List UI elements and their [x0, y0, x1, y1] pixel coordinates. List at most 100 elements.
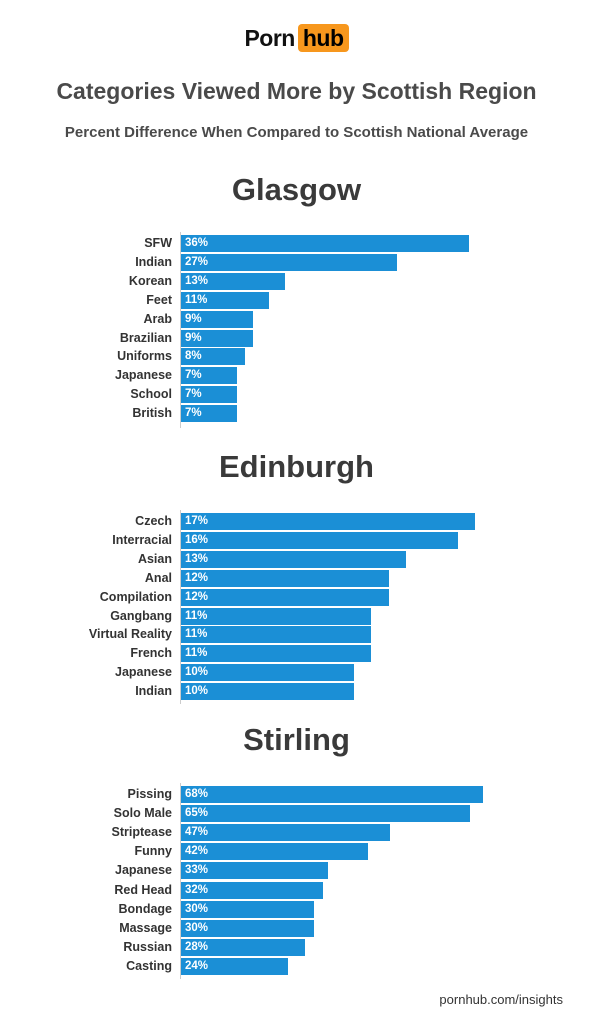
bar-row: French 11%: [0, 645, 593, 663]
bar: [181, 938, 306, 956]
category-label: Gangbang: [110, 608, 172, 623]
bar: [181, 386, 237, 404]
bar-row: Brazilian 9%: [0, 329, 593, 347]
bar-value-label: 12%: [185, 571, 209, 584]
bar: [181, 310, 253, 328]
y-axis-line: [180, 783, 181, 979]
bar-value-label: 17%: [185, 515, 209, 527]
category-label: School: [130, 387, 172, 402]
bar: [181, 569, 389, 587]
category-label: Massage: [119, 920, 172, 935]
chart-title: Categories Viewed More by Scottish Regio…: [56, 78, 537, 104]
category-label: Russian: [123, 939, 172, 954]
bar: [181, 253, 397, 271]
category-label: Japanese: [115, 368, 172, 383]
bar-value-label: 28%: [185, 940, 209, 953]
category-label: Red Head: [114, 882, 172, 897]
footer-source: pornhub.com/insights: [439, 992, 563, 1007]
bar-row: Compilation 12%: [0, 588, 593, 606]
bar-value-label: 47%: [185, 826, 209, 839]
bar-value-label: 12%: [185, 590, 209, 603]
bar: [181, 843, 368, 861]
bar: [181, 348, 245, 366]
bar-value-label: 30%: [185, 902, 209, 915]
bar: [181, 900, 315, 918]
bar-row: Arab 9%: [0, 310, 593, 328]
bar: [181, 683, 354, 701]
bar-row: Indian 27%: [0, 253, 593, 271]
category-label: Anal: [144, 570, 172, 585]
bar: [181, 862, 328, 880]
category-label: Indian: [135, 254, 172, 269]
category-label: British: [132, 406, 172, 421]
region-title-stirling: Stirling: [243, 722, 350, 757]
category-label: Korean: [128, 273, 172, 288]
bar-value-label: 11%: [185, 609, 208, 622]
bar: [181, 786, 483, 803]
bar: [181, 367, 237, 385]
bar-value-label: 27%: [185, 255, 209, 268]
category-label: Indian: [135, 684, 172, 699]
bar-value-label: 13%: [185, 274, 209, 287]
bar-row: Striptease 47%: [0, 824, 593, 842]
bar-row: Japanese 7%: [0, 367, 593, 385]
bar-value-label: 8%: [185, 350, 202, 363]
bar: [181, 824, 390, 842]
category-label: Bondage: [118, 901, 172, 916]
logo-text-right: hub: [297, 24, 349, 52]
bar-row: Funny 42%: [0, 843, 593, 861]
bar: [181, 329, 253, 347]
bar-row: SFW 36%: [0, 235, 593, 252]
bar-value-label: 36%: [185, 237, 209, 249]
category-label: Japanese: [115, 863, 172, 878]
bar-row: Red Head 32%: [0, 881, 593, 899]
bar: [181, 235, 469, 252]
category-label: SFW: [144, 236, 172, 250]
y-axis-line: [180, 510, 181, 704]
bar-value-label: 9%: [185, 312, 202, 325]
category-label: Czech: [135, 514, 172, 528]
category-label: Interracial: [112, 532, 172, 547]
bar: [181, 513, 475, 530]
bar-value-label: 7%: [185, 388, 202, 401]
bar-row: Korean 13%: [0, 272, 593, 290]
bar-row: School 7%: [0, 386, 593, 404]
bar-row: Casting 24%: [0, 957, 593, 975]
category-label: Solo Male: [113, 806, 172, 821]
category-label: French: [130, 646, 172, 661]
bar-row: Feet 11%: [0, 291, 593, 309]
pornhub-logo: Porn hub: [0, 24, 593, 52]
category-label: Arab: [143, 311, 172, 326]
bar-value-label: 24%: [185, 959, 209, 972]
category-label: Brazilian: [119, 330, 172, 345]
category-label: Pissing: [127, 787, 172, 801]
bar-row: Czech 17%: [0, 513, 593, 530]
bar-row: Pissing 68%: [0, 786, 593, 803]
bar-row: British 7%: [0, 405, 593, 423]
category-label: Uniforms: [117, 349, 172, 364]
bar: [181, 607, 372, 625]
bar: [181, 664, 354, 682]
bar-value-label: 13%: [185, 552, 209, 565]
bar-row: Uniforms 8%: [0, 348, 593, 366]
category-label: Virtual Reality: [88, 627, 172, 642]
bar-row: Bondage 30%: [0, 900, 593, 918]
category-label: Asian: [137, 551, 172, 566]
bar-value-label: 7%: [185, 407, 202, 420]
bar-value-label: 65%: [185, 807, 209, 820]
bar-value-label: 32%: [185, 883, 209, 896]
logo-text-left: Porn: [244, 25, 295, 51]
bar: [181, 645, 372, 663]
bar: [181, 881, 324, 899]
region-title-edinburgh: Edinburgh: [219, 449, 374, 484]
bar: [181, 626, 372, 644]
bar-row: Japanese 33%: [0, 862, 593, 880]
category-label: Feet: [146, 292, 172, 307]
bar: [181, 919, 315, 937]
category-label: Striptease: [111, 825, 172, 840]
category-label: Japanese: [115, 665, 172, 680]
bar-value-label: 68%: [185, 788, 209, 800]
bar-value-label: 16%: [185, 533, 209, 546]
bar: [181, 588, 389, 606]
bar-row: Massage 30%: [0, 919, 593, 937]
